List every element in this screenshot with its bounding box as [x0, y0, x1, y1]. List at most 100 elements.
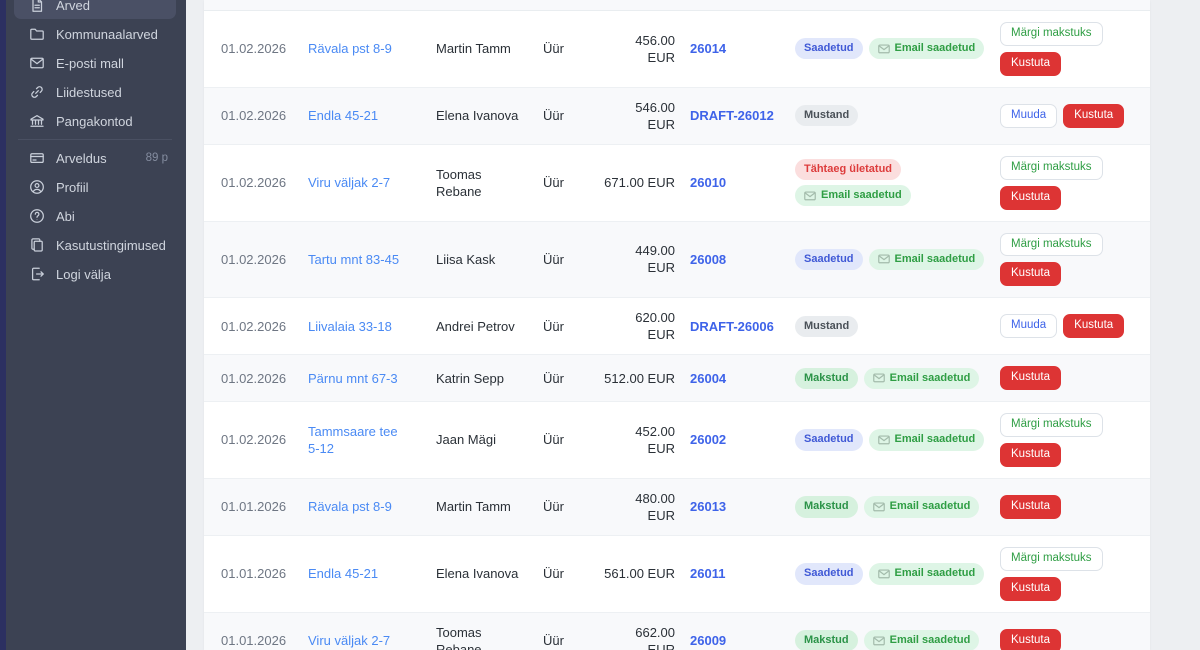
- email-sent-badge: Email saadetud: [868, 429, 985, 451]
- invoice-amount: 449.00 EUR: [635, 243, 675, 276]
- envelope-icon: [804, 191, 816, 201]
- invoice-type: Üür: [543, 318, 564, 334]
- sidebar-item-e-posti-mall[interactable]: E-posti mall: [14, 49, 176, 77]
- invoice-number-link[interactable]: 26014: [690, 41, 727, 57]
- property-link[interactable]: Pärnu mnt 67-3: [308, 370, 398, 386]
- invoice-amount: 452.00 EUR: [635, 423, 675, 456]
- envelope-icon: [877, 435, 890, 445]
- mark-paid-button[interactable]: Märgi makstuks: [1000, 413, 1103, 437]
- sidebar-item-liidestused[interactable]: Liidestused: [14, 78, 176, 106]
- invoice-date: 01.02.2026: [221, 318, 287, 334]
- delete-button[interactable]: Kustuta: [1063, 103, 1125, 128]
- tenant-name: Katrin Sepp: [436, 370, 504, 386]
- property-link[interactable]: Endla 45-21: [308, 108, 379, 124]
- delete-button[interactable]: Kustuta: [1000, 262, 1061, 287]
- sidebar-item-logi-valja[interactable]: Logi välja: [14, 260, 176, 288]
- edit-button[interactable]: Muuda: [1000, 103, 1058, 128]
- invoice-amount: 512.00 EUR: [604, 370, 675, 386]
- delete-button[interactable]: Kustuta: [1000, 576, 1061, 601]
- delete-button[interactable]: Kustuta: [1000, 185, 1061, 210]
- status-badge-paid: Makstud: [795, 496, 858, 518]
- invoice-number-link[interactable]: 26011: [690, 566, 726, 582]
- sidebar-item-pangakontod[interactable]: Pangakontod: [14, 107, 176, 135]
- status-badges: Mustand: [795, 105, 1000, 127]
- property-link[interactable]: Viru väljak 2-7: [308, 633, 391, 649]
- invoice-number-link[interactable]: 26013: [690, 499, 727, 515]
- property-link[interactable]: Liivalaia 33-18: [308, 318, 392, 334]
- property-link[interactable]: Endla 45-21: [308, 566, 379, 582]
- invoice-number-link[interactable]: 26009: [690, 633, 727, 649]
- invoice-date: 01.01.2026: [221, 633, 287, 649]
- tenant-name: Martin Tamm: [436, 41, 511, 57]
- invoice-amount: 480.00 EUR: [635, 490, 675, 523]
- delete-button[interactable]: Kustuta: [1000, 495, 1061, 519]
- table-row: 01.02.2026 Rävala pst 8-9 Martin Tamm Üür 45…: [204, 11, 1150, 88]
- row-actions: Muuda Kustuta: [1000, 314, 1134, 339]
- invoice-type: Üür: [543, 175, 564, 191]
- sidebar-item-kasutustingimused[interactable]: Kasutustingimused: [14, 231, 176, 259]
- row-actions: Märgi makstuks Kustuta: [1000, 413, 1134, 467]
- status-badges: Makstud Email saadetud: [795, 630, 1000, 650]
- property-link[interactable]: Rävala pst 8-9: [308, 41, 392, 57]
- sidebar-nav-primary: Arved Kommunaalarved E-posti mall Liidestus…: [6, 0, 186, 135]
- invoice-number-link[interactable]: 26002: [690, 432, 727, 448]
- help-circle-icon: [29, 208, 45, 224]
- mark-paid-button[interactable]: Märgi makstuks: [1000, 22, 1103, 46]
- invoice-number-link[interactable]: DRAFT-26006: [690, 318, 774, 334]
- sidebar-item-kommunaalarved[interactable]: Kommunaalarved: [14, 20, 176, 48]
- sidebar-item-label: Arved: [56, 0, 90, 13]
- property-link[interactable]: Tammsaare tee 5-12: [308, 423, 398, 456]
- mark-paid-button[interactable]: Märgi makstuks: [1000, 547, 1103, 571]
- invoice-amount: 456.00 EUR: [635, 32, 675, 65]
- mark-paid-button[interactable]: Märgi makstuks: [1000, 232, 1103, 257]
- envelope-icon: [877, 44, 890, 54]
- tenant-name: Toomas Rebane: [436, 166, 482, 199]
- email-sent-badge: Email saadetud: [863, 367, 980, 389]
- property-link[interactable]: Rävala pst 8-9: [308, 499, 392, 515]
- sidebar-item-label: Pangakontod: [56, 113, 133, 129]
- sidebar-item-arved[interactable]: Arved: [14, 0, 176, 19]
- invoice-date: 01.01.2026: [221, 499, 287, 515]
- status-badges: Saadetud Email saadetud: [795, 429, 1000, 451]
- invoice-number-link[interactable]: DRAFT-26012: [690, 108, 774, 124]
- mark-paid-button[interactable]: Märgi makstuks: [1000, 155, 1103, 180]
- email-sent-badge: Email saadetud: [863, 630, 980, 650]
- property-link[interactable]: Viru väljak 2-7: [308, 175, 391, 191]
- sidebar-item-label: Arveldus: [56, 150, 107, 166]
- envelope-icon: [877, 569, 890, 579]
- invoice-number-link[interactable]: 26004: [690, 370, 727, 386]
- invoice-number-link[interactable]: 26008: [690, 251, 727, 267]
- table-row-partial: [204, 0, 1150, 11]
- delete-button[interactable]: Kustuta: [1000, 628, 1061, 650]
- status-badge-sent: Saadetud: [795, 563, 863, 585]
- sidebar-item-label: Abi: [56, 208, 75, 224]
- envelope-icon: [872, 373, 885, 383]
- sidebar-item-arveldus[interactable]: Arveldus 89 p: [14, 144, 176, 172]
- status-badge-sent: Saadetud: [795, 248, 863, 270]
- envelope-icon: [29, 55, 45, 71]
- sidebar-nav-secondary: Arveldus 89 p Profiil Abi Kasutustingimused L…: [6, 144, 186, 288]
- invoices-table-card: 01.02.2026 Rävala pst 8-9 Martin Tamm Üür 45…: [204, 0, 1150, 650]
- edit-button[interactable]: Muuda: [1000, 314, 1058, 339]
- invoice-number-link[interactable]: 26010: [690, 175, 727, 191]
- file-invoice-icon: [29, 0, 45, 13]
- trial-days-badge: 89 p: [145, 152, 168, 164]
- delete-button[interactable]: Kustuta: [1063, 314, 1125, 339]
- row-actions: Kustuta: [1000, 495, 1134, 519]
- invoice-date: 01.02.2026: [221, 251, 287, 267]
- delete-button[interactable]: Kustuta: [1000, 443, 1061, 467]
- sidebar-divider: [18, 139, 172, 140]
- table-row: 01.02.2026 Liivalaia 33-18 Andrei Petrov Üü…: [204, 298, 1150, 356]
- row-actions: Märgi makstuks Kustuta: [1000, 155, 1134, 210]
- delete-button[interactable]: Kustuta: [1000, 366, 1061, 391]
- sidebar-item-profiil[interactable]: Profiil: [14, 173, 176, 201]
- invoice-amount: 561.00 EUR: [604, 566, 675, 582]
- delete-button[interactable]: Kustuta: [1000, 51, 1061, 76]
- invoice-amount: 662.00 EUR: [635, 624, 675, 650]
- sidebar-item-abi[interactable]: Abi: [14, 202, 176, 230]
- sidebar-accent-strip: [0, 0, 6, 650]
- envelope-icon: [872, 636, 885, 646]
- property-link[interactable]: Tartu mnt 83-45: [308, 251, 400, 267]
- invoice-date: 01.02.2026: [221, 41, 287, 57]
